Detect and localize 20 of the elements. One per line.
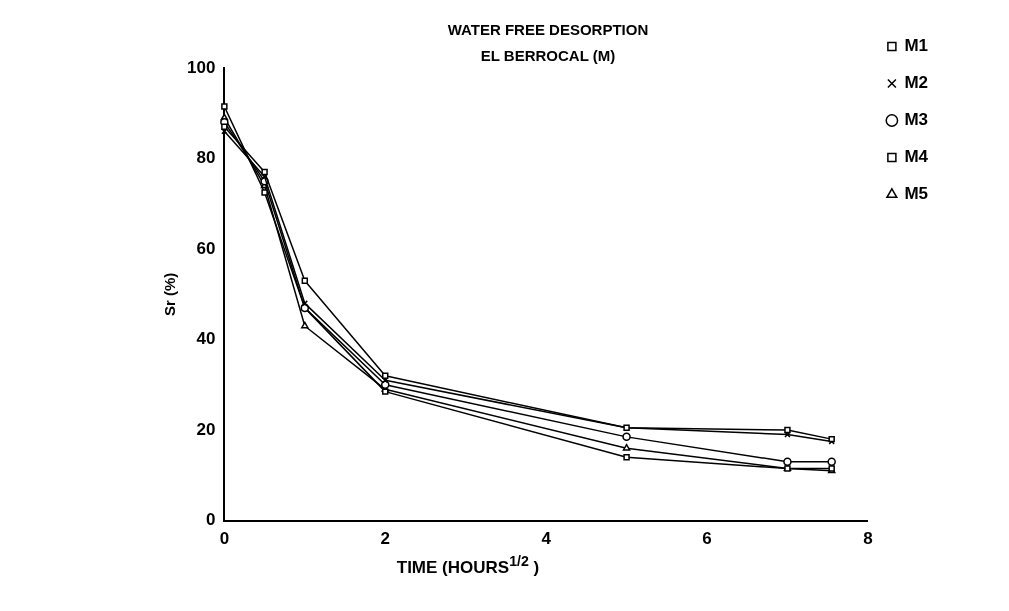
- x-tick-label: 6: [702, 529, 712, 549]
- chart-subtitle: EL BERROCAL (M): [480, 47, 616, 65]
- y-tick-label: 80: [196, 148, 216, 168]
- legend-label: M5: [904, 184, 929, 204]
- y-tick-label: 20: [196, 419, 216, 439]
- y-tick-label: 0: [205, 510, 216, 530]
- x-tick-label: 4: [541, 529, 552, 549]
- legend-label: M1: [904, 36, 929, 56]
- x-tick-label: 2: [380, 529, 390, 549]
- x-tick-label: 8: [863, 529, 873, 549]
- y-axis-title: Sr (%): [161, 272, 179, 316]
- legend-label: M3: [904, 110, 929, 130]
- y-tick-label: 60: [196, 238, 216, 258]
- x-tick-label: 0: [219, 529, 230, 549]
- legend-label: M2: [904, 73, 929, 93]
- chart-title: WATER FREE DESORPTION: [447, 21, 649, 39]
- x-axis-title: TIME (HOURS$^{1/2}$ ): [395, 553, 541, 578]
- y-tick-label: 40: [196, 329, 216, 349]
- legend-label: M4: [904, 147, 929, 167]
- y-tick-label: 100: [186, 57, 216, 77]
